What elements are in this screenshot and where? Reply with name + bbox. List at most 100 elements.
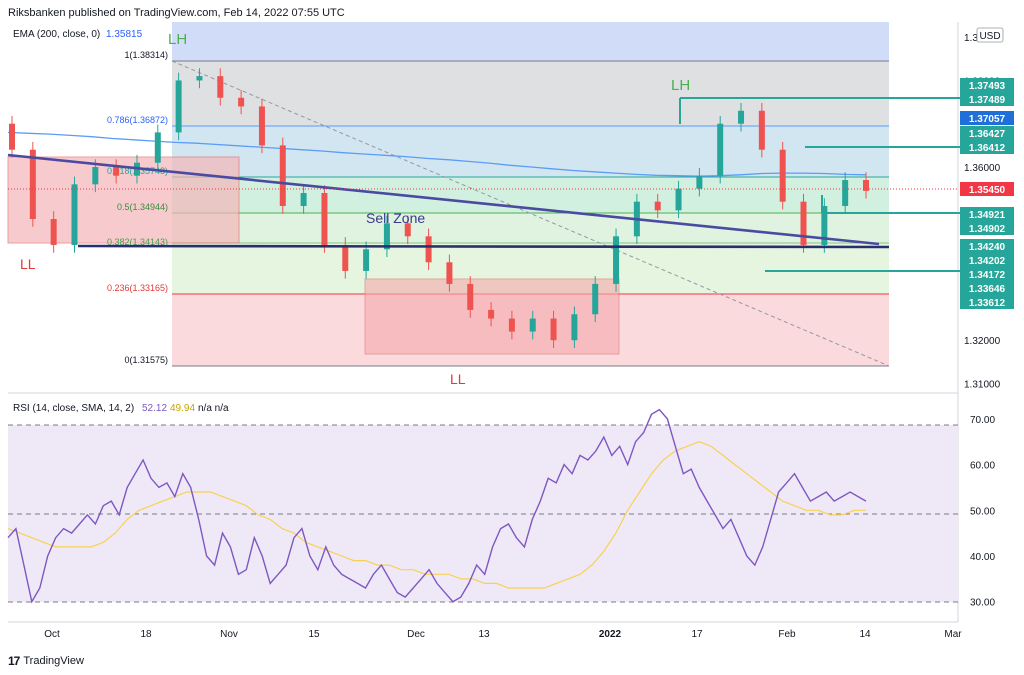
- time-tick-label: 14: [859, 629, 871, 640]
- price-tag-label: 1.37057: [969, 114, 1006, 125]
- currency-badge[interactable]: [976, 27, 1004, 43]
- rsi-tick-label: 50.00: [970, 506, 995, 517]
- candle-body: [363, 249, 370, 271]
- fib-label-05: 0.5(1.34944): [117, 202, 168, 212]
- fib-zone-1-0786: [172, 61, 889, 126]
- candle-body: [196, 76, 203, 81]
- price-tag-label: 1.34921: [969, 210, 1006, 221]
- candle-body: [738, 110, 745, 124]
- candle-body: [571, 314, 578, 341]
- price-tag-bg: [960, 267, 1014, 281]
- price-tag-bg: [960, 239, 1014, 253]
- candle-body: [425, 236, 432, 263]
- candle-body: [175, 80, 182, 133]
- candle-body: [675, 188, 682, 211]
- footer-brand[interactable]: 17 TradingView: [8, 654, 84, 668]
- candle-body: [404, 223, 411, 237]
- price-tag-bg: [960, 140, 1014, 154]
- price-tags: 1.37493 1.37489 1.37057 1.36427 1.36412 1.349…: [960, 78, 1014, 309]
- price-tag-label: 1.34240: [969, 242, 1006, 253]
- candle-body: [92, 167, 99, 185]
- tradingview-logo-icon: 17: [8, 654, 20, 668]
- candle-body: [9, 123, 15, 150]
- price-tag-label: 1.37489: [969, 95, 1006, 106]
- publisher-header: Riksbanken published on TradingView.com,…: [8, 7, 345, 19]
- candle-body: [154, 132, 161, 163]
- price-tag-label: 1.34202: [969, 256, 1006, 267]
- candle-body: [613, 236, 620, 284]
- price-tag-label: 1.36412: [969, 143, 1006, 154]
- price-tick-label: 1.36000: [964, 163, 1001, 174]
- candle-body: [488, 309, 495, 319]
- price-tag-bg: [960, 78, 1014, 92]
- candle-body: [383, 223, 390, 250]
- rsi-tick-label: 40.00: [970, 552, 995, 563]
- time-tick-label: 13: [478, 629, 490, 640]
- time-tick-label: 17: [691, 629, 703, 640]
- candle-body: [863, 180, 869, 191]
- price-tag-label: 1.36427: [969, 129, 1006, 140]
- price-tag-label: 1.33612: [969, 298, 1006, 309]
- price-tag-bg: [960, 92, 1014, 106]
- candle-body: [529, 318, 536, 332]
- time-tick-label: Feb: [778, 629, 796, 640]
- candle-body: [113, 167, 120, 176]
- footer-brand-text: TradingView: [23, 655, 84, 667]
- sell-zone-label: Sell Zone: [366, 210, 425, 226]
- candle-body: [821, 206, 828, 245]
- support-neckline: [77, 244, 890, 249]
- candle-body: [592, 283, 599, 315]
- price-tag-label: 1.37493: [969, 81, 1006, 92]
- candle-body: [300, 193, 307, 206]
- time-tick-label: Dec: [407, 629, 425, 640]
- rsi-line: [7, 408, 867, 604]
- price-tag-bg: [960, 253, 1014, 267]
- descending-trendline: [7, 153, 880, 246]
- leader-lines: [679, 97, 960, 272]
- candle-body: [550, 318, 557, 341]
- last-price-tag: 1.35450: [969, 185, 1006, 196]
- dashed-diagonal: [171, 60, 890, 367]
- rsi-tick-label: 60.00: [970, 461, 995, 472]
- price-tag-bg: [960, 207, 1014, 221]
- price-tag-bg: [960, 111, 1014, 125]
- ema-legend-value: 1.35815: [106, 29, 143, 40]
- left-red-zone: [7, 156, 240, 244]
- time-tick-label: Mar: [944, 629, 962, 640]
- lh-right-label: LH: [671, 77, 690, 94]
- candle-body: [758, 110, 765, 150]
- time-axis[interactable]: Oct 18 Nov 15 Dec 13 2022 17 Feb 14 Mar: [44, 629, 962, 640]
- fib-label-1: 1(1.38314): [124, 50, 168, 60]
- price-tag-bg: [960, 295, 1014, 309]
- rsi-legend-label: RSI (14, close, SMA, 14, 2): [13, 403, 134, 414]
- candle-body: [342, 244, 349, 271]
- rsi-tick-label: 70.00: [970, 415, 995, 426]
- rsi-band: [8, 425, 958, 602]
- candle-body: [279, 145, 286, 206]
- ll-bottom-label: LL: [450, 371, 466, 387]
- time-tick-label: 18: [140, 629, 152, 640]
- rsi-axis[interactable]: 30.00 40.00 50.00 60.00 70.00: [970, 415, 995, 609]
- price-tick-label: 1.31000: [964, 380, 1001, 391]
- candle-body: [800, 201, 807, 245]
- time-tick-label: 2022: [599, 629, 622, 640]
- time-tick-label: 15: [308, 629, 320, 640]
- candle-body: [717, 123, 724, 176]
- fib-label-0236: 0.236(1.33165): [107, 283, 168, 293]
- candle-body: [50, 218, 57, 245]
- candle-body: [467, 283, 474, 310]
- fib-zone-05-0382: [172, 213, 889, 243]
- candle-body: [779, 149, 786, 202]
- time-tick-label: Nov: [220, 629, 238, 640]
- price-tag-label: 1.34902: [969, 224, 1006, 235]
- candle-body: [508, 318, 515, 332]
- fib-label-0382: 0.382(1.34143): [107, 237, 168, 247]
- candle-body: [29, 149, 36, 219]
- fib-zone-top: [172, 22, 889, 61]
- time-tick-label: Oct: [44, 629, 60, 640]
- price-tag-bg: [960, 221, 1014, 235]
- candle-body: [238, 97, 245, 107]
- price-tag-label: 1.34172: [969, 270, 1006, 281]
- rsi-sma-line: [7, 441, 866, 589]
